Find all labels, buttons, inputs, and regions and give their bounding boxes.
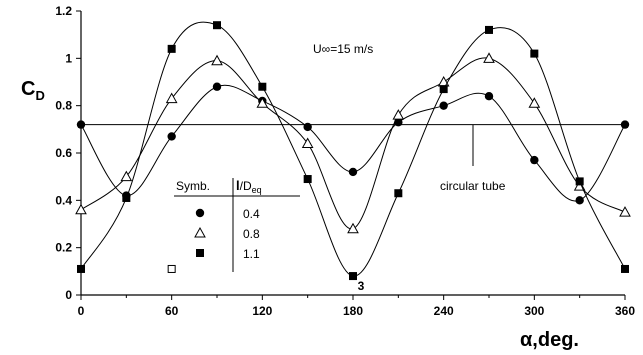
series-0.4-point	[484, 92, 494, 101]
legend-marker-0.8	[194, 226, 206, 238]
series-0.4-point	[620, 120, 630, 129]
x-tick-label: 360	[615, 304, 635, 318]
y-tick-label: 0.6	[55, 146, 72, 160]
series-0.8-point	[165, 92, 178, 104]
y-tick-label: 1	[65, 51, 72, 65]
x-tick-label: 240	[434, 304, 454, 318]
y-axis-title-main: C	[21, 78, 35, 100]
plot-area: 0 0.2 0.4 0.6 0.8 1 1.2 0 60 120 180 240 300 360 circu…	[55, 4, 635, 318]
series-line-0.8	[80, 57, 626, 230]
x-tick-label: 60	[165, 304, 179, 318]
legend-label-0.4: 0.4	[243, 207, 260, 221]
series-0.4-point	[76, 120, 86, 129]
x-tick-label: 0	[78, 304, 85, 318]
velocity-annotation: U∞=15 m/s	[313, 42, 373, 56]
series-1.1-point	[621, 264, 629, 273]
legend-marker-0.4	[195, 208, 205, 218]
y-tick-label: 0.4	[55, 193, 72, 207]
series-0.8-point	[120, 170, 133, 182]
series-1.1-point	[167, 44, 176, 53]
y-axis-title: CD	[21, 78, 45, 103]
legend-param-sep: /D	[240, 179, 252, 193]
series-0.4-point	[212, 82, 222, 91]
y-tick-label: 0	[65, 288, 72, 302]
series-0.4-point	[575, 196, 584, 205]
legend-label-0.8: 0.8	[243, 227, 260, 241]
series-1.1-point	[485, 25, 493, 34]
y-tick-label: 1.2	[55, 4, 72, 18]
series-line-0.4	[80, 84, 626, 202]
reference-label: circular tube	[440, 179, 506, 193]
series-0.4-point	[348, 167, 358, 177]
series-1.1-point	[122, 193, 131, 202]
series-0.8-point	[528, 97, 541, 108]
y-tick-label: 0.2	[55, 241, 72, 255]
series-0.8-point	[437, 75, 450, 87]
series-0.8-point	[392, 109, 405, 120]
extra-point	[167, 264, 176, 273]
series-0.8-point	[483, 52, 495, 63]
legend-marker-1.1	[196, 249, 204, 257]
legend: Symb. l/Deq 0.4 0.8 1.1	[174, 178, 300, 272]
series-1.1-point	[575, 177, 584, 186]
series-0.8-point	[75, 203, 87, 215]
series-0.4-point	[303, 122, 312, 132]
legend-label-1.1: 1.1	[243, 247, 260, 261]
legend-header-param: l/Deq	[236, 178, 262, 195]
x-tick-label: 300	[524, 304, 544, 318]
y-tick-label: 0.8	[55, 99, 72, 113]
series-1.1-point	[530, 49, 539, 58]
series-0.8-point	[619, 206, 631, 217]
series-0.4-point	[167, 132, 176, 141]
series-1.1-point	[394, 189, 403, 198]
series-1.1-point	[439, 85, 448, 94]
point-annotation: 3	[358, 279, 365, 293]
series-0.8-point	[301, 137, 314, 149]
series-0.8-point	[347, 222, 359, 234]
series-0.8-point	[256, 97, 269, 108]
x-tick-label: 120	[252, 304, 272, 318]
x-axis-title: α,deg.	[520, 329, 579, 351]
series-0.8-point	[211, 54, 223, 66]
x-tick-label: 180	[343, 304, 363, 318]
legend-param-sub: eq	[252, 185, 262, 195]
series-1.1-point	[303, 175, 312, 184]
legend-header-symbol: Symb.	[176, 179, 210, 193]
series-0.4-point	[439, 101, 448, 110]
series-1.1-point	[349, 272, 357, 281]
series-1.1-point	[77, 264, 85, 273]
series-1.1-point	[258, 82, 267, 91]
legend-param-main: l	[236, 178, 240, 193]
y-axis-title-sub: D	[35, 88, 44, 103]
series-0.4-point	[530, 155, 539, 165]
series-1.1-point	[213, 21, 221, 30]
